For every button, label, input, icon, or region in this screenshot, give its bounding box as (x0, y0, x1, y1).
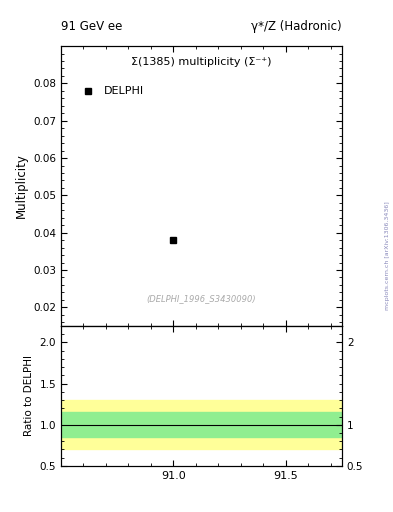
Bar (61, 412, 342, 437)
Text: (DELPHI_1996_S3430090): (DELPHI_1996_S3430090) (147, 294, 256, 304)
Text: mcplots.cern.ch [arXiv:1306.3436]: mcplots.cern.ch [arXiv:1306.3436] (385, 202, 389, 310)
Y-axis label: Ratio to DELPHI: Ratio to DELPHI (24, 355, 34, 436)
Text: Σ(1385) multiplicity (Σ⁻⁺): Σ(1385) multiplicity (Σ⁻⁺) (131, 57, 272, 67)
Bar (61, 400, 342, 450)
Text: 91 GeV ee: 91 GeV ee (61, 20, 122, 33)
Text: DELPHI: DELPHI (104, 86, 144, 96)
Y-axis label: Multiplicity: Multiplicity (15, 154, 28, 219)
Text: γ*/Z (Hadronic): γ*/Z (Hadronic) (251, 20, 342, 33)
